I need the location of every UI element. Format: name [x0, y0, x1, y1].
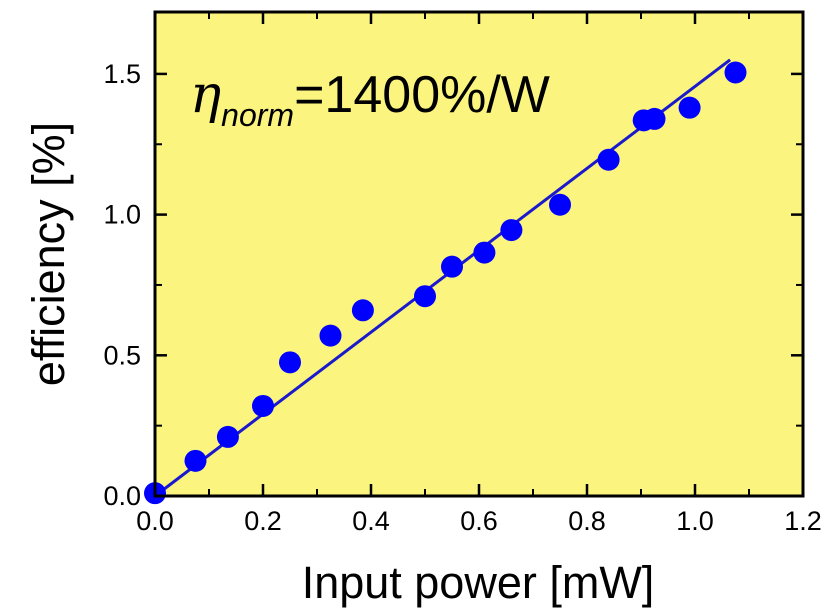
data-point [414, 285, 436, 308]
annotation-value: =1400%/W [294, 66, 550, 124]
x-tick-label: 1.0 [676, 506, 714, 536]
data-point [252, 394, 274, 417]
y-tick-label: 0.0 [103, 481, 141, 511]
data-point [441, 255, 463, 278]
x-tick-label: 0.4 [352, 506, 390, 536]
data-point [500, 219, 523, 242]
y-tick-label: 1.5 [103, 59, 141, 89]
data-point [319, 324, 342, 347]
x-tick-label: 0.8 [568, 506, 606, 536]
x-tick-labels: 0.0 0.2 0.4 0.6 0.8 1.0 1.2 [136, 506, 822, 536]
x-tick-label: 0.0 [136, 506, 174, 536]
x-tick-label: 0.2 [244, 506, 282, 536]
data-point [184, 449, 207, 472]
data-point [724, 61, 747, 84]
plot-frame [153, 10, 805, 498]
y-tick-labels: 0.0 0.5 1.0 1.5 [103, 59, 141, 511]
y-tick-label: 0.5 [103, 340, 141, 370]
eta-symbol: η [190, 65, 221, 125]
efficiency-annotation: ηnorm=1400%/W [190, 65, 550, 133]
data-point [678, 96, 701, 119]
data-point [279, 351, 301, 374]
fit-line [154, 58, 732, 498]
data-point [473, 241, 496, 264]
data-point [597, 148, 620, 171]
y-axis-title: efficiency [%] [23, 122, 74, 386]
data-point [216, 425, 239, 448]
data-points [144, 61, 747, 505]
data-point [549, 193, 571, 216]
x-tick-label: 0.6 [460, 506, 498, 536]
x-tick-label: 1.2 [784, 506, 822, 536]
data-point [643, 107, 666, 130]
x-axis-title: Input power [mW] [302, 557, 655, 608]
data-point [351, 299, 374, 322]
eta-subscript: norm [221, 97, 294, 133]
fit-line-group [154, 58, 732, 498]
y-tick-label: 1.0 [103, 200, 141, 230]
